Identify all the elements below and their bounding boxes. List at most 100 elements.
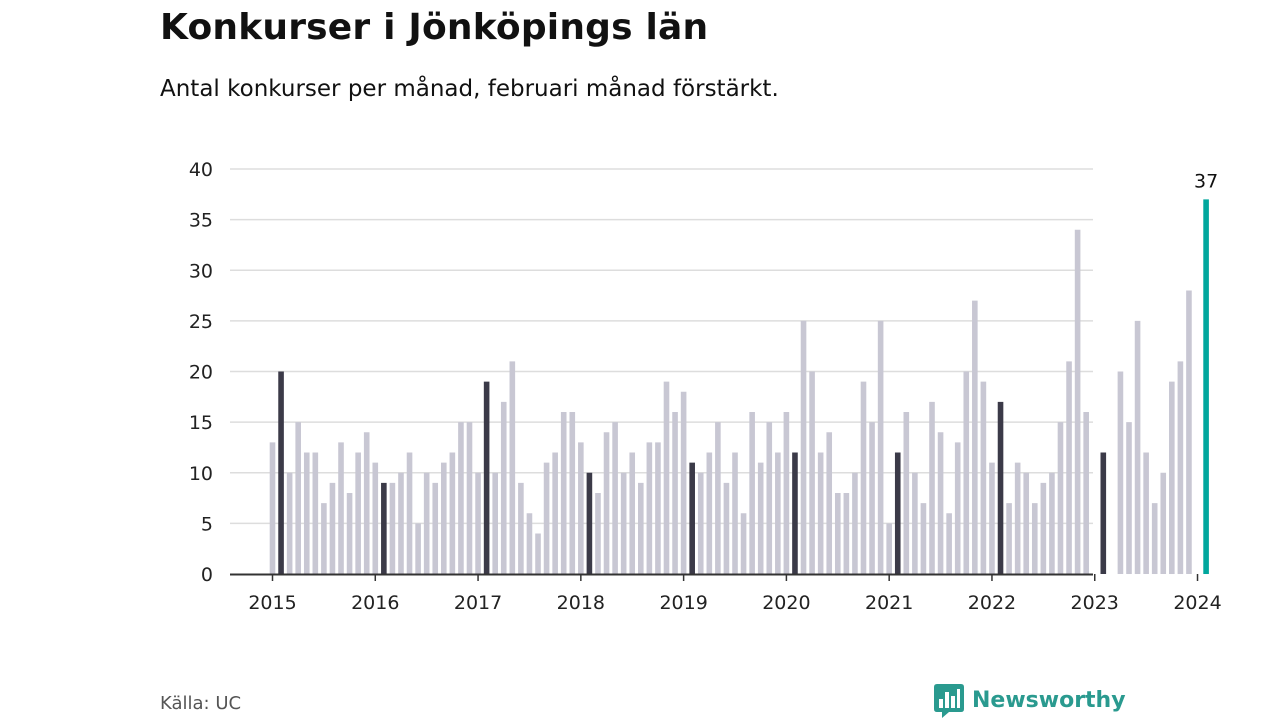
logo-bar-4 bbox=[957, 689, 960, 708]
bar bbox=[355, 452, 361, 574]
bar bbox=[886, 523, 892, 575]
february-bar bbox=[894, 452, 901, 574]
bar bbox=[1160, 472, 1167, 574]
bar bbox=[954, 442, 961, 575]
bar bbox=[595, 493, 601, 574]
bar bbox=[423, 472, 430, 574]
bar bbox=[663, 381, 670, 575]
bar bbox=[603, 432, 610, 574]
bar bbox=[389, 482, 396, 575]
bar bbox=[740, 513, 747, 574]
bar bbox=[869, 422, 875, 575]
bar bbox=[757, 462, 764, 575]
bar bbox=[680, 391, 687, 574]
bar bbox=[1126, 422, 1132, 575]
bar bbox=[552, 452, 558, 574]
x-tick-label: 2021 bbox=[865, 592, 913, 614]
bar bbox=[303, 452, 310, 574]
february-bar bbox=[483, 381, 490, 575]
bar bbox=[295, 422, 301, 575]
bar bbox=[860, 381, 867, 575]
bar bbox=[1031, 503, 1038, 575]
february-bar bbox=[792, 452, 798, 574]
bar bbox=[509, 361, 516, 575]
y-tick-label: 25 bbox=[189, 311, 213, 333]
x-tick-label: 2019 bbox=[659, 592, 707, 614]
bar bbox=[963, 371, 970, 574]
x-tick-label: 2022 bbox=[968, 592, 1016, 614]
bar bbox=[518, 482, 524, 575]
february-bar bbox=[586, 472, 593, 574]
data-label: 37 bbox=[1194, 170, 1218, 192]
bar bbox=[723, 482, 730, 575]
y-tick-label: 20 bbox=[189, 362, 213, 384]
bar bbox=[620, 472, 627, 574]
bar bbox=[526, 513, 533, 574]
y-tick-label: 30 bbox=[189, 260, 213, 282]
bar bbox=[672, 412, 678, 574]
bar bbox=[432, 482, 439, 575]
bar bbox=[706, 452, 713, 574]
latest-bar bbox=[1203, 199, 1209, 575]
bar bbox=[715, 422, 721, 575]
bar bbox=[629, 452, 636, 574]
x-tick-label: 2023 bbox=[1071, 592, 1119, 614]
bar bbox=[321, 503, 327, 575]
bar bbox=[937, 432, 944, 574]
bar bbox=[732, 452, 738, 574]
y-tick-label: 40 bbox=[189, 159, 213, 181]
chart-title: Konkurser i Jönköpings län bbox=[160, 7, 709, 48]
bar bbox=[500, 401, 507, 575]
bar bbox=[329, 482, 336, 575]
february-bar bbox=[997, 401, 1004, 575]
x-tick-label: 2024 bbox=[1173, 592, 1221, 614]
bar bbox=[560, 412, 567, 574]
x-tick-label: 2016 bbox=[351, 592, 399, 614]
bar bbox=[578, 442, 584, 575]
brand-name: Newsworthy bbox=[972, 688, 1126, 713]
bar bbox=[535, 533, 541, 574]
bar bbox=[363, 432, 370, 574]
bar bbox=[946, 513, 952, 574]
bar bbox=[800, 320, 807, 575]
bar bbox=[1177, 361, 1184, 575]
bar bbox=[338, 442, 344, 575]
bar bbox=[1186, 290, 1192, 574]
bar bbox=[398, 472, 404, 574]
february-bar bbox=[1100, 452, 1107, 574]
bar bbox=[929, 401, 935, 575]
bar bbox=[1143, 452, 1149, 574]
y-tick-label: 15 bbox=[189, 412, 213, 434]
bar bbox=[852, 472, 858, 574]
bar bbox=[809, 371, 815, 574]
bar bbox=[458, 422, 464, 575]
bar bbox=[1074, 229, 1081, 574]
bar bbox=[1134, 320, 1141, 575]
logo-bar-1 bbox=[939, 699, 943, 708]
bar bbox=[612, 422, 618, 575]
x-tick-label: 2015 bbox=[248, 592, 296, 614]
bar bbox=[346, 493, 353, 574]
bar bbox=[989, 462, 995, 575]
x-tick-label: 2020 bbox=[762, 592, 810, 614]
y-tick-label: 35 bbox=[189, 210, 213, 232]
bar bbox=[1083, 412, 1089, 574]
bar bbox=[286, 472, 293, 574]
brand-logo: Newsworthy bbox=[934, 684, 1126, 718]
bar bbox=[1169, 381, 1175, 575]
bar bbox=[783, 412, 790, 574]
bar bbox=[749, 412, 755, 574]
x-tick-label: 2017 bbox=[454, 592, 502, 614]
bar bbox=[655, 442, 661, 575]
bar bbox=[543, 462, 550, 575]
february-bar bbox=[381, 482, 387, 575]
bar bbox=[1057, 422, 1064, 575]
bar bbox=[1014, 462, 1021, 575]
bar bbox=[817, 452, 824, 574]
bar bbox=[903, 412, 910, 574]
chart-subtitle: Antal konkurser per månad, februari måna… bbox=[160, 76, 779, 102]
bar bbox=[1151, 503, 1158, 575]
bar bbox=[843, 493, 850, 574]
y-tick-label: 5 bbox=[201, 513, 213, 535]
